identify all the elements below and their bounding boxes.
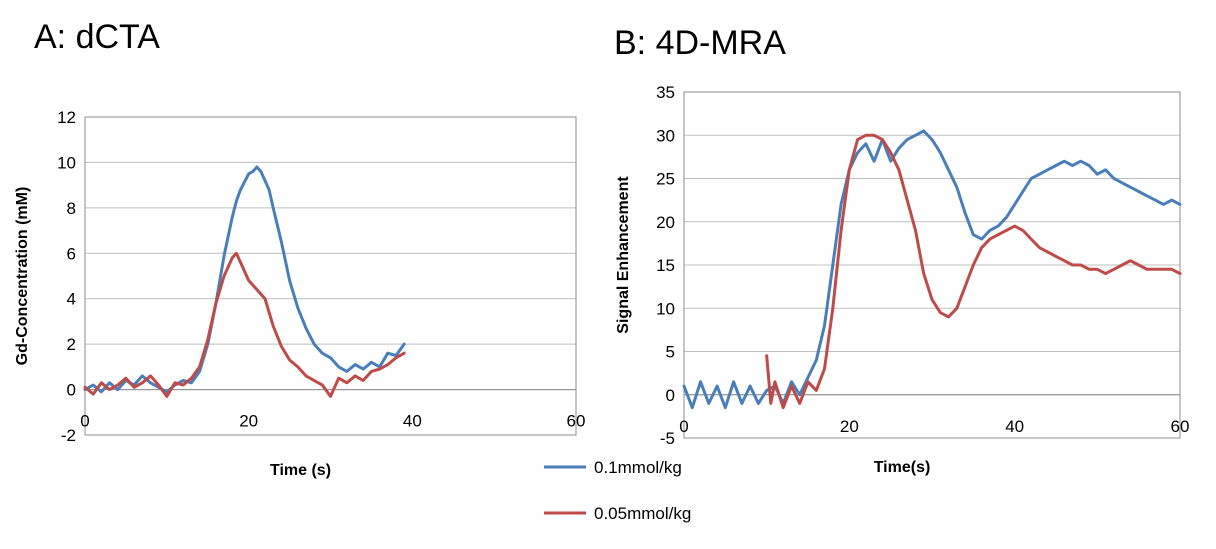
y-tick-label: 10 — [57, 153, 76, 172]
y-tick-label: 25 — [656, 170, 675, 189]
x-tick-label: 20 — [840, 417, 859, 436]
plot-area-frame — [683, 91, 1181, 439]
y-tick-label: 0 — [67, 381, 76, 400]
panel-b-title: B: 4D-MRA — [614, 24, 786, 62]
y-tick-label: 4 — [67, 290, 76, 309]
y-tick-label: -5 — [660, 429, 675, 448]
y-tick-label: 20 — [656, 213, 675, 232]
y-tick-label: 10 — [656, 299, 675, 318]
x-tick-label: 60 — [1171, 417, 1190, 436]
x-tick-label: 0 — [679, 417, 688, 436]
y-tick-label: 2 — [67, 335, 76, 354]
y-tick-label: 15 — [656, 256, 675, 275]
y-tick-label: 6 — [67, 244, 76, 263]
x-tick-label: 40 — [403, 412, 422, 431]
x-tick-label: 40 — [1005, 417, 1024, 436]
series-line-0-05mmol-kg — [83, 251, 406, 398]
y-tick-label: 0 — [666, 386, 675, 405]
y-tick-label: 30 — [656, 126, 675, 145]
panel-a-title: A: dCTA — [34, 18, 160, 56]
y-axis-label: Gd-Concentration (mM) — [14, 187, 31, 366]
legend: 0.1mmol/kg 0.05mmol/kg — [544, 458, 691, 523]
plot-area-frame — [84, 116, 577, 436]
x-tick-label: 20 — [239, 412, 258, 431]
y-tick-label: 35 — [656, 83, 675, 102]
legend-label-0-1mmol: 0.1mmol/kg — [594, 458, 682, 477]
x-axis-label: Time (s) — [270, 462, 331, 479]
x-tick-label: 0 — [80, 412, 89, 431]
series-line-0-1mmol-kg — [682, 129, 1182, 410]
x-axis-label: Time(s) — [874, 459, 931, 476]
y-tick-label: 8 — [67, 199, 76, 218]
series-line-0-05mmol-kg — [765, 133, 1182, 410]
x-tick-label: 60 — [567, 412, 586, 431]
y-axis-label: Signal Enhancement — [615, 176, 632, 334]
legend-label-0-05mmol: 0.05mmol/kg — [594, 504, 691, 523]
y-tick-label: 12 — [57, 108, 76, 127]
series-line-0-1mmol-kg — [83, 165, 406, 394]
y-tick-label: -2 — [61, 426, 76, 445]
y-tick-label: 5 — [666, 343, 675, 362]
